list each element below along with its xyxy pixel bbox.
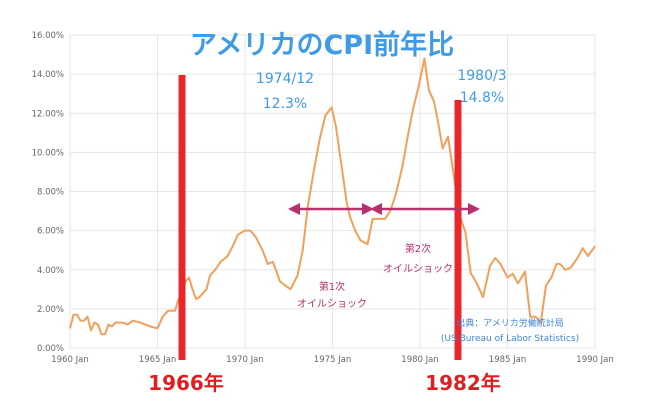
series-layer bbox=[69, 57, 596, 336]
y-tick-label: 16.00% bbox=[32, 31, 64, 41]
y-tick-label: 8.00% bbox=[37, 188, 64, 198]
y-tick-label: 14.00% bbox=[32, 70, 64, 80]
peak-1980-date: 1980/3 bbox=[457, 68, 506, 84]
oil-shock-1-label-line2: オイルショック bbox=[297, 298, 367, 310]
y-tick-label: 12.00% bbox=[32, 109, 64, 119]
y-tick-label: 6.00% bbox=[37, 227, 64, 237]
y-tick-label: 2.00% bbox=[37, 305, 64, 315]
source-line-1: 出典：アメリカ労働統計局 bbox=[456, 317, 564, 329]
y-tick-label: 4.00% bbox=[37, 266, 64, 276]
cpi-series-line bbox=[69, 57, 596, 336]
x-tick-label: 1990 Jan bbox=[576, 355, 613, 365]
peak-1974-date: 1974/12 bbox=[256, 71, 314, 87]
x-tick-label: 1965 Jan bbox=[139, 355, 176, 365]
oil-shock-1-label-line1: 第1次 bbox=[319, 280, 345, 293]
marker-label-1966: 1966年 bbox=[148, 371, 224, 395]
chart-title: アメリカのCPI前年比 bbox=[190, 29, 454, 61]
x-tick-label: 1960 Jan bbox=[51, 355, 88, 365]
oil-shock-1-arrow bbox=[288, 203, 374, 215]
grid-lines bbox=[69, 34, 596, 349]
source-line-2: (US Bureau of Labor Statistics) bbox=[441, 334, 579, 344]
y-axis-ticks: 0.00% 2.00% 4.00% 6.00% 8.00% 10.00% 12.00% 14.… bbox=[32, 31, 64, 354]
x-tick-label: 1980 Jan bbox=[401, 355, 438, 365]
x-tick-label: 1975 Jan bbox=[314, 355, 351, 365]
peak-1980-value: 14.8% bbox=[460, 90, 504, 106]
y-tick-label: 10.00% bbox=[32, 148, 64, 158]
oil-shock-2-label-line1: 第2次 bbox=[405, 242, 431, 255]
oil-shock-2-arrow bbox=[370, 203, 480, 215]
x-tick-label: 1970 Jan bbox=[226, 355, 263, 365]
peak-1974-value: 12.3% bbox=[263, 96, 307, 112]
marker-label-1982: 1982年 bbox=[425, 371, 501, 395]
x-tick-label: 1985 Jan bbox=[489, 355, 526, 365]
x-axis-ticks: 1960 Jan 1965 Jan 1970 Jan 1975 Jan 1980 Jan… bbox=[51, 355, 613, 365]
y-tick-label: 0.00% bbox=[37, 344, 64, 354]
oil-shock-2-label-line2: オイルショック bbox=[383, 263, 453, 275]
